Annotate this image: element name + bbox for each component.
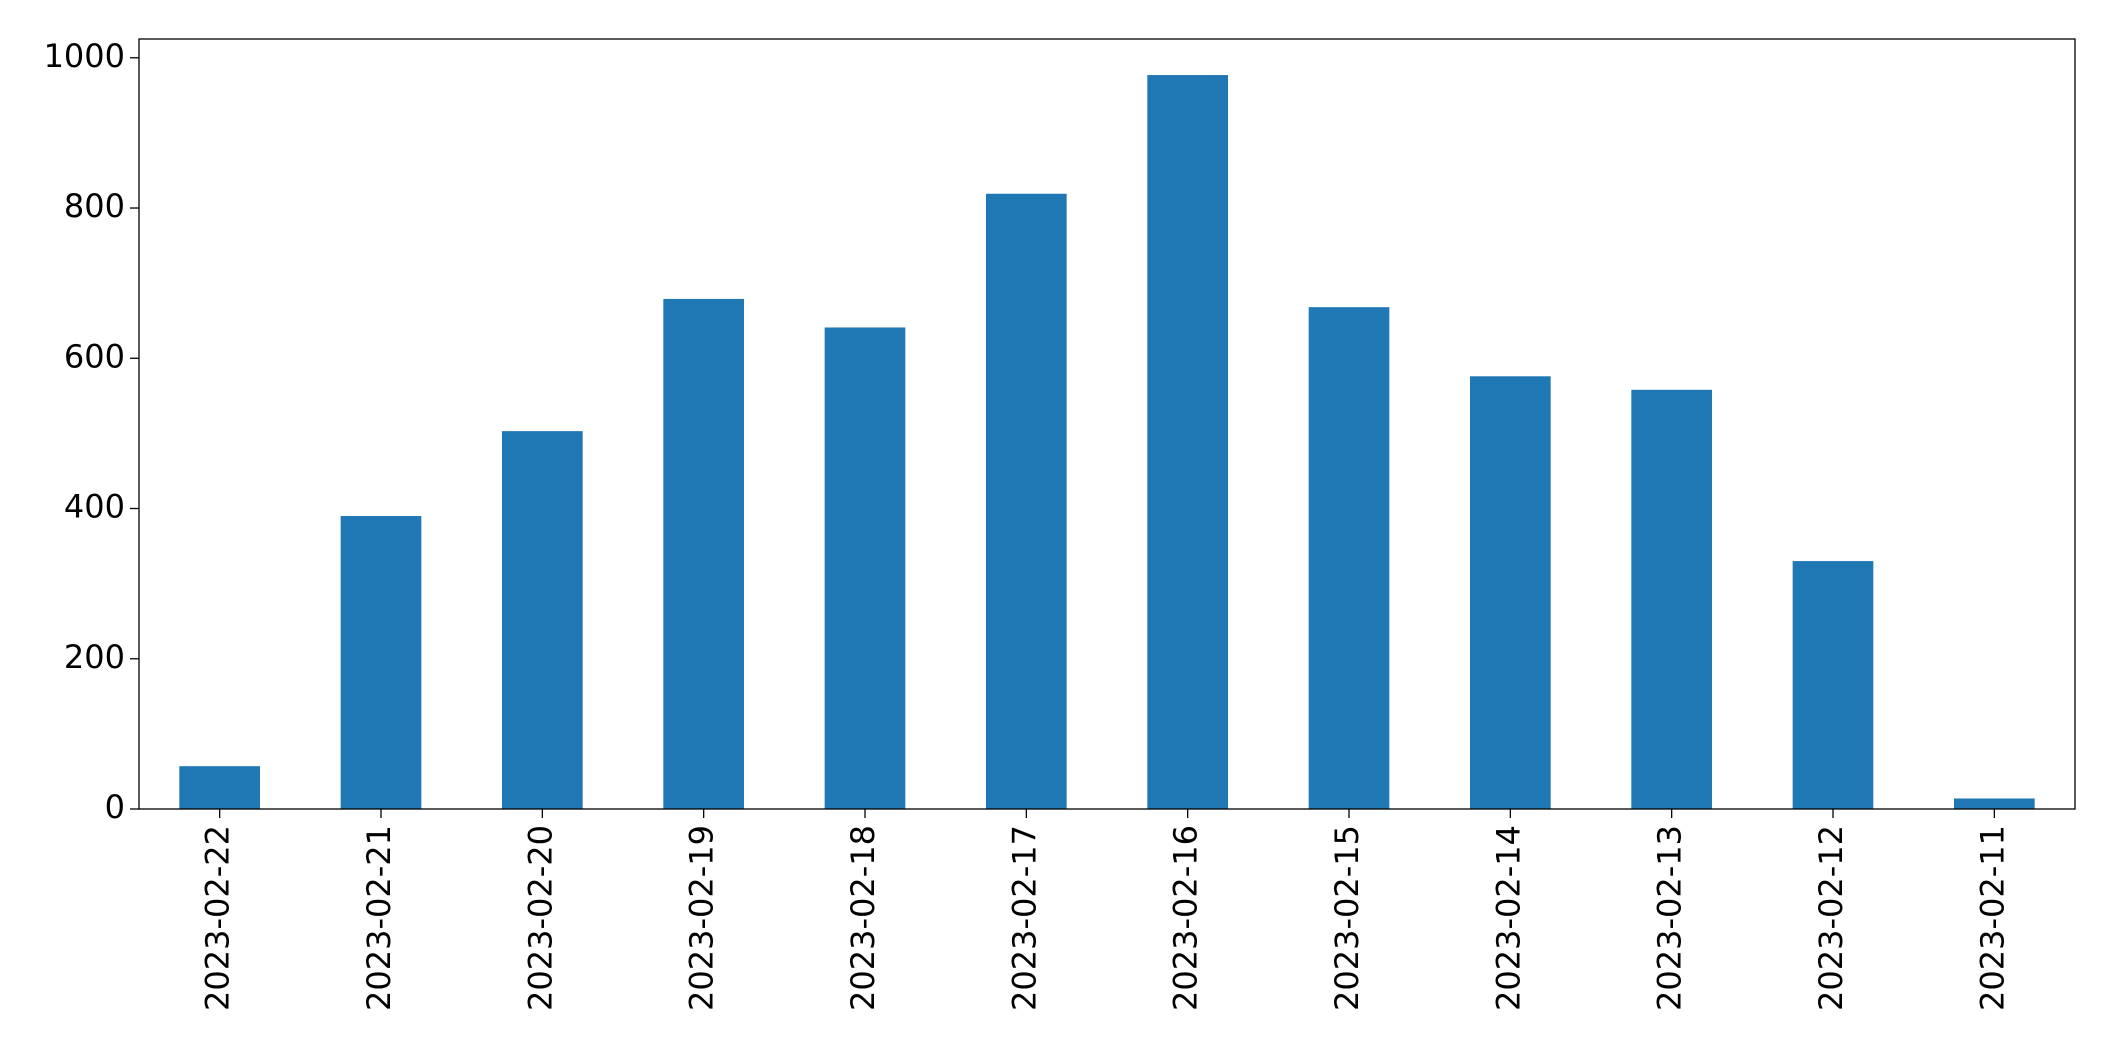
x-tick-label: 2023-02-13 [1651, 825, 1689, 1011]
y-tick-label: 0 [105, 788, 125, 826]
bar [179, 766, 260, 809]
x-tick-label: 2023-02-22 [199, 825, 237, 1011]
x-tick-label: 2023-02-14 [1489, 825, 1527, 1011]
bar [1147, 75, 1228, 809]
y-tick-label: 1000 [44, 37, 125, 75]
bar [986, 193, 1067, 809]
x-tick-label: 2023-02-17 [1005, 825, 1043, 1011]
y-tick-label: 800 [64, 187, 125, 225]
bar [340, 516, 422, 809]
y-tick-label: 200 [64, 638, 125, 676]
x-tick-label: 2023-02-15 [1328, 825, 1366, 1011]
x-tick-label: 2023-02-12 [1812, 825, 1850, 1011]
y-tick-label: 400 [64, 488, 125, 526]
bar [1308, 307, 1390, 809]
bar [1631, 389, 1712, 809]
bar [663, 298, 744, 809]
bar [1470, 376, 1551, 809]
y-tick-label: 600 [64, 337, 125, 375]
x-tick-label: 2023-02-20 [521, 825, 559, 1011]
x-tick-label: 2023-02-19 [683, 825, 721, 1011]
plot-frame [138, 38, 2076, 810]
x-tick-label: 2023-02-21 [360, 825, 398, 1011]
bar [502, 431, 583, 809]
x-tick-label: 2023-02-18 [844, 825, 882, 1011]
bar [1792, 561, 1874, 809]
x-tick-label: 2023-02-16 [1167, 825, 1205, 1011]
bar [1954, 798, 2035, 809]
x-tick-label: 2023-02-11 [1973, 825, 2011, 1011]
bar [824, 327, 906, 809]
